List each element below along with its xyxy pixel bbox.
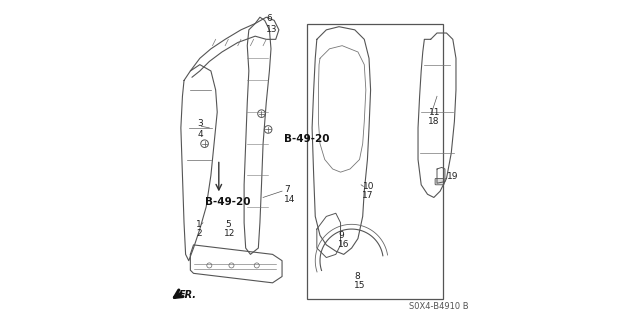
FancyBboxPatch shape — [435, 178, 444, 185]
Bar — [307, 24, 444, 299]
Text: 10: 10 — [363, 182, 374, 191]
Text: 7: 7 — [285, 185, 291, 194]
Text: B-49-20: B-49-20 — [205, 197, 250, 207]
Text: S0X4-B4910 B: S0X4-B4910 B — [409, 302, 468, 311]
Text: 4: 4 — [198, 130, 204, 139]
Text: FR.: FR. — [179, 290, 197, 300]
Text: 11: 11 — [429, 108, 440, 116]
Text: 18: 18 — [428, 117, 439, 126]
Text: 3: 3 — [198, 119, 204, 128]
Text: 1: 1 — [196, 220, 202, 229]
Text: B-49-20: B-49-20 — [284, 134, 329, 144]
Text: 6: 6 — [266, 14, 272, 23]
Text: 9: 9 — [339, 231, 344, 240]
Text: 13: 13 — [266, 25, 278, 34]
Text: 16: 16 — [338, 241, 349, 249]
Text: 14: 14 — [284, 195, 295, 204]
Text: 8: 8 — [355, 272, 360, 281]
Text: 5: 5 — [225, 220, 231, 229]
Text: 2: 2 — [196, 229, 202, 238]
Text: 15: 15 — [354, 281, 365, 291]
Text: 17: 17 — [362, 191, 374, 200]
Text: 19: 19 — [447, 172, 458, 182]
Text: 12: 12 — [224, 229, 236, 238]
FancyArrow shape — [271, 132, 280, 145]
